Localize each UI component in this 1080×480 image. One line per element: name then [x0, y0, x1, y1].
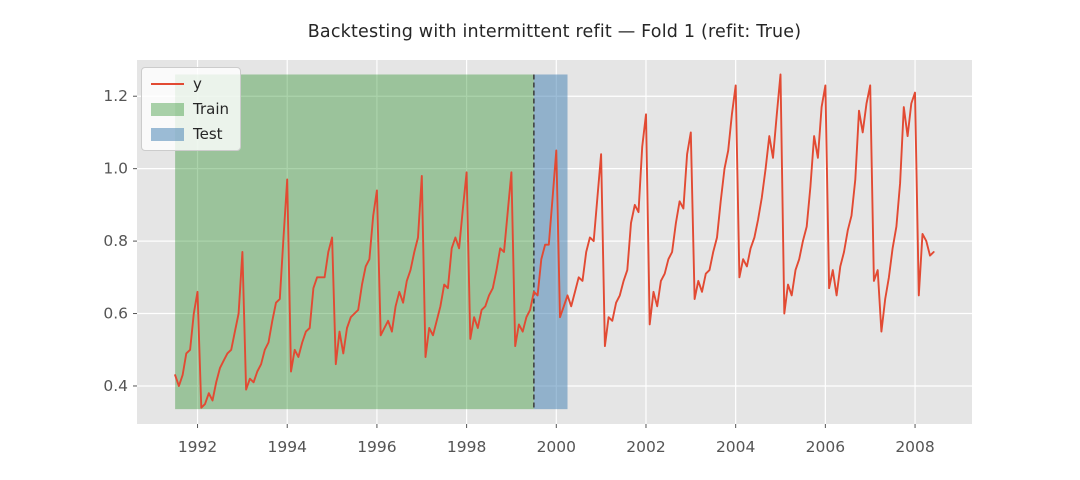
- legend-item-y: y: [151, 73, 229, 95]
- svg-text:2002: 2002: [626, 438, 665, 456]
- legend-item-train: Train: [151, 98, 229, 120]
- y-line-swatch-icon: [151, 83, 184, 85]
- train-patch-swatch-icon: [151, 102, 184, 116]
- svg-text:1996: 1996: [357, 438, 396, 456]
- svg-text:2004: 2004: [716, 438, 755, 456]
- legend-item-test: Test: [151, 123, 229, 145]
- svg-text:1992: 1992: [178, 438, 217, 456]
- axis-tick-marks: [133, 95, 916, 428]
- svg-text:2008: 2008: [895, 438, 934, 456]
- svg-text:0.8: 0.8: [103, 232, 128, 250]
- svg-text:1.2: 1.2: [103, 87, 128, 105]
- legend-label-train: Train: [193, 99, 229, 118]
- svg-text:2000: 2000: [537, 438, 576, 456]
- svg-text:0.4: 0.4: [103, 377, 128, 395]
- svg-text:1994: 1994: [268, 438, 307, 456]
- y-series-line: [174, 73, 935, 409]
- y-tick-labels: 0.4 0.6 0.8 1.0 1.2: [103, 87, 128, 395]
- x-tick-labels: 1992 1994 1996 1998 2000 2002 2004 2006 2008: [178, 438, 935, 456]
- svg-text:1998: 1998: [447, 438, 486, 456]
- svg-text:0.6: 0.6: [103, 305, 128, 323]
- chart-title: Backtesting with intermittent refit — Fo…: [307, 22, 802, 42]
- svg-text:2006: 2006: [806, 438, 845, 456]
- test-patch-swatch-icon: [151, 127, 184, 141]
- legend-label-test: Test: [193, 124, 223, 143]
- legend-label-y: y: [193, 74, 202, 93]
- legend: y Train Test: [141, 67, 241, 151]
- svg-text:1.0: 1.0: [103, 160, 128, 178]
